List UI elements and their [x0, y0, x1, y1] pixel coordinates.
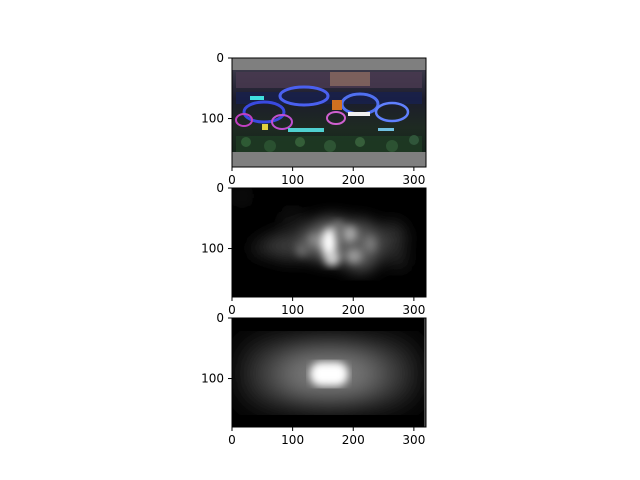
panel-2-frame [231, 187, 427, 298]
panel-3-xtick-label: 300 [402, 433, 425, 447]
panel-1-xtick-label: 200 [342, 173, 365, 187]
panel-3-ytick-label: 100 [201, 372, 224, 386]
panel-3-frame [231, 317, 427, 428]
axes-layer: 0 100 200 300 0 100 0 100 200 300 0 100 0 100 200 300 0 1… [201, 51, 427, 447]
panel-2-ytick-label: 100 [201, 242, 224, 256]
panel-2-heatmap [232, 188, 426, 297]
panel-1-xtick-label: 100 [281, 173, 304, 187]
panel-1-ytick-label: 100 [201, 112, 224, 126]
panel-2-xtick-label: 300 [402, 303, 425, 317]
panel-3-heatmap [232, 318, 426, 427]
panel-3-xtick-label: 100 [281, 433, 304, 447]
panel-2-xtick-label: 100 [281, 303, 304, 317]
panel-3-xtick-label: 200 [342, 433, 365, 447]
panel-1-image [232, 58, 426, 167]
panel-1-frame [231, 57, 427, 168]
image-scene-detail [235, 72, 422, 152]
panel-1-xtick-label: 0 [228, 173, 236, 187]
panel-2-xtick-label: 200 [342, 303, 365, 317]
panel-2-xtick-label: 0 [228, 303, 236, 317]
panel-1-xtick-label: 300 [402, 173, 425, 187]
panel-2-ytick-label: 0 [216, 181, 224, 195]
panel-3-ytick-label: 0 [216, 311, 224, 325]
panel-3-xtick-label: 0 [228, 433, 236, 447]
panel-1-ytick-label: 0 [216, 51, 224, 65]
